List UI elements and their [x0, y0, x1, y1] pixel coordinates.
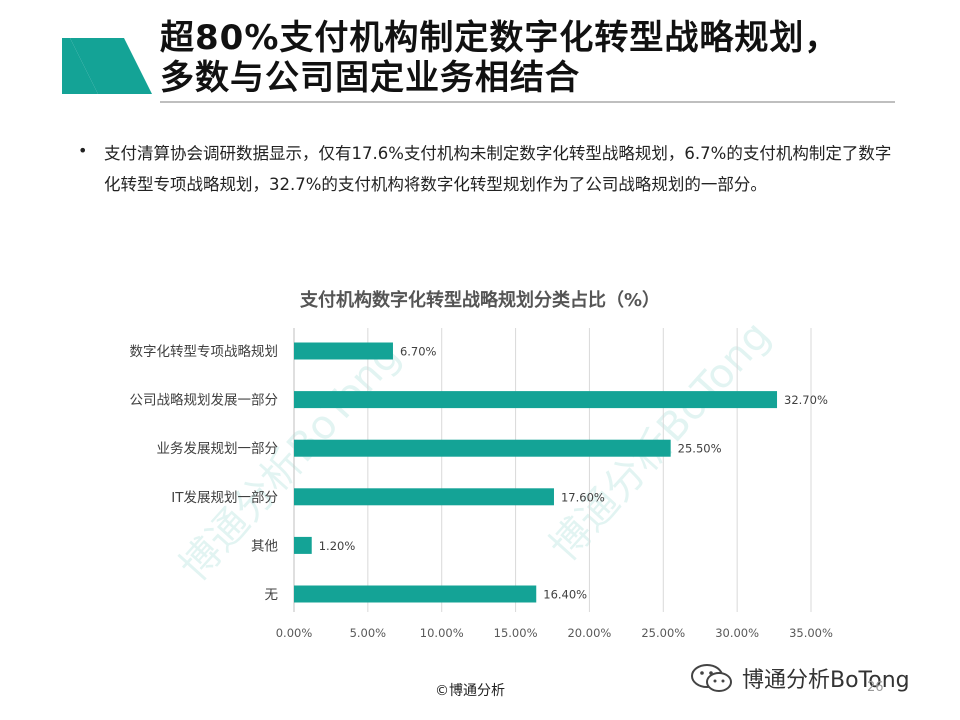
- bar-3: [294, 488, 554, 506]
- x-tick-label-6: 30.00%: [715, 626, 759, 640]
- chart-data-labels: 6.70% 32.70% 25.50% 17.60% 1.20% 16.40%: [319, 345, 828, 602]
- body-paragraph: 支付清算协会调研数据显示，仅有17.6%支付机构未制定数字化转型战略规划，6.7…: [104, 144, 892, 194]
- category-label-0: 数字化转型专项战略规划: [130, 344, 279, 360]
- bar-1: [294, 391, 778, 409]
- bar-2: [294, 439, 671, 457]
- chart-gridlines: [293, 328, 812, 612]
- chart-title: 支付机构数字化转型战略规划分类占比（%）: [299, 290, 661, 311]
- bar-0: [294, 342, 393, 360]
- data-label-5: 16.40%: [543, 588, 587, 602]
- category-label-5: 无: [265, 587, 279, 603]
- x-tick-label-7: 35.00%: [789, 626, 833, 640]
- chart-bars: [294, 342, 778, 603]
- copyright-footer: ©博通分析: [435, 683, 505, 699]
- title-line-1: 超80%支付机构制定数字化转型战略规划，: [160, 18, 840, 58]
- x-tick-label-5: 25.00%: [641, 626, 685, 640]
- category-label-3: IT发展规划一部分: [171, 490, 278, 506]
- category-label-4: 其他: [251, 538, 278, 554]
- bar-4: [294, 536, 312, 554]
- x-tick-label-2: 10.00%: [420, 626, 464, 640]
- slide-title: 超80%支付机构制定数字化转型战略规划， 多数与公司固定业务相结合: [160, 18, 940, 98]
- data-label-3: 17.60%: [561, 490, 605, 504]
- title-line-2: 多数与公司固定业务相结合: [160, 58, 580, 98]
- data-label-0: 6.70%: [400, 345, 437, 359]
- watermark-text-1: 博通分析BoTong: [171, 333, 409, 590]
- wechat-badge: 博通分析BoTong: [690, 662, 910, 694]
- category-label-2: 业务发展规划一部分: [157, 441, 279, 457]
- page-number: 26: [867, 680, 884, 695]
- category-label-1: 公司战略规划发展一部分: [130, 393, 279, 409]
- wechat-icon: [691, 664, 732, 692]
- x-tick-label-0: 0.00%: [276, 626, 313, 640]
- title-accent-shape: [62, 38, 152, 94]
- data-label-2: 25.50%: [678, 442, 722, 456]
- bar-5: [294, 585, 537, 603]
- x-tick-label-1: 5.00%: [350, 626, 387, 640]
- data-label-4: 1.20%: [319, 539, 356, 553]
- data-label-1: 32.70%: [784, 393, 828, 407]
- bullet-marker: •: [78, 141, 88, 160]
- chart-x-tick-labels: 0.00% 5.00% 10.00% 15.00% 20.00% 25.00% 30.00%…: [276, 626, 833, 640]
- x-tick-label-3: 15.00%: [494, 626, 538, 640]
- title-divider: [160, 101, 895, 103]
- wechat-account-name: 博通分析BoTong: [742, 668, 910, 693]
- x-tick-label-4: 20.00%: [567, 626, 611, 640]
